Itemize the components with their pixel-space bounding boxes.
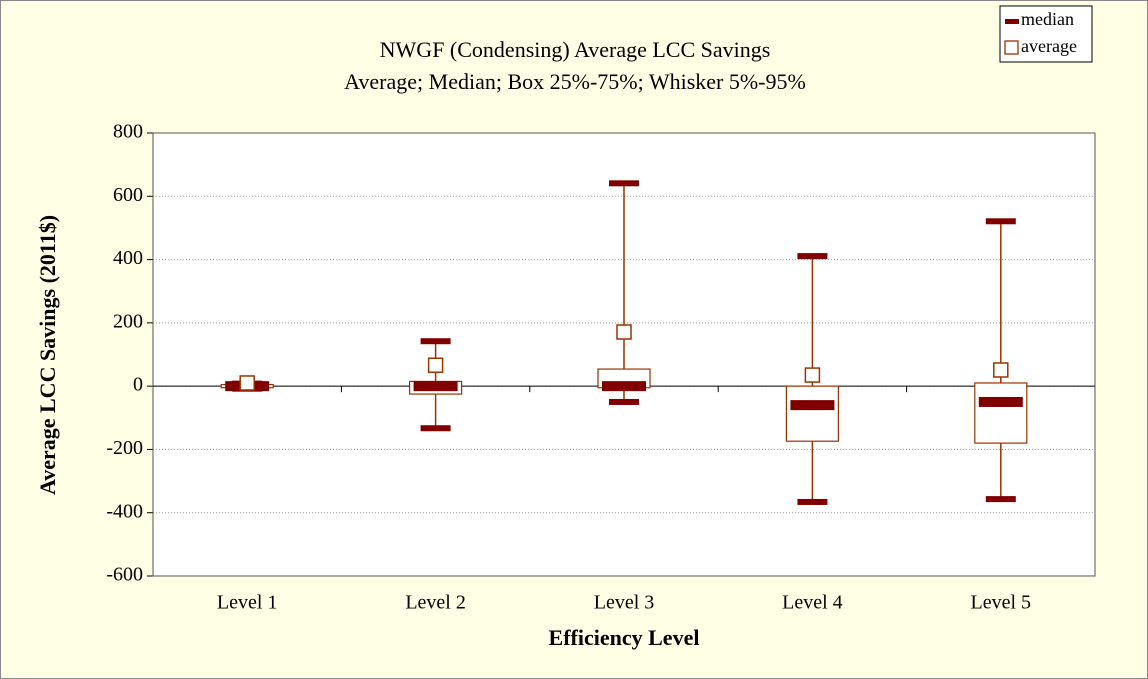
x-axis-label: Efficiency Level — [549, 625, 700, 650]
whisker-cap — [609, 180, 639, 187]
median — [602, 381, 646, 392]
x-tick-label: Level 4 — [782, 592, 843, 614]
whisker-cap — [985, 218, 1016, 225]
average — [993, 362, 1009, 378]
whisker-cap — [609, 398, 639, 405]
y-tick-label: 0 — [133, 374, 143, 396]
y-tick-label: -200 — [106, 437, 143, 459]
median — [413, 381, 458, 392]
legend-swatch — [1005, 19, 1019, 24]
y-tick-label: 200 — [113, 310, 143, 332]
legend-label: median — [1021, 9, 1074, 29]
y-tick-label: -600 — [106, 564, 143, 586]
average — [239, 375, 255, 391]
average — [804, 367, 821, 383]
average — [427, 357, 444, 374]
plot-border — [152, 132, 1096, 577]
average — [616, 324, 632, 340]
whisker-cap — [797, 253, 828, 260]
box — [785, 385, 840, 442]
x-tick-label: Level 1 — [217, 592, 278, 614]
x-tick-label: Level 5 — [971, 592, 1032, 614]
chart-title: NWGF (Condensing) Average LCC Savings — [380, 37, 771, 62]
chart-subtitle: Average; Median; Box 25%-75%; Whisker 5%… — [344, 69, 806, 94]
whisker-cap — [985, 496, 1016, 503]
y-tick-label: 800 — [113, 121, 143, 143]
median — [978, 396, 1023, 407]
whisker-cap — [420, 338, 451, 345]
whisker-cap — [420, 425, 451, 432]
whisker-cap — [797, 498, 828, 505]
median — [790, 400, 835, 411]
x-tick-label: Level 2 — [405, 592, 466, 614]
legend-label: average — [1021, 36, 1077, 56]
y-tick-label: 600 — [113, 184, 143, 206]
y-tick-label: -400 — [106, 500, 143, 522]
legend-swatch — [1004, 40, 1019, 55]
y-axis-label: Average LCC Savings (2011$) — [35, 215, 60, 495]
x-tick-label: Level 3 — [594, 592, 655, 614]
box — [974, 382, 1028, 444]
y-tick-label: 400 — [113, 247, 143, 269]
